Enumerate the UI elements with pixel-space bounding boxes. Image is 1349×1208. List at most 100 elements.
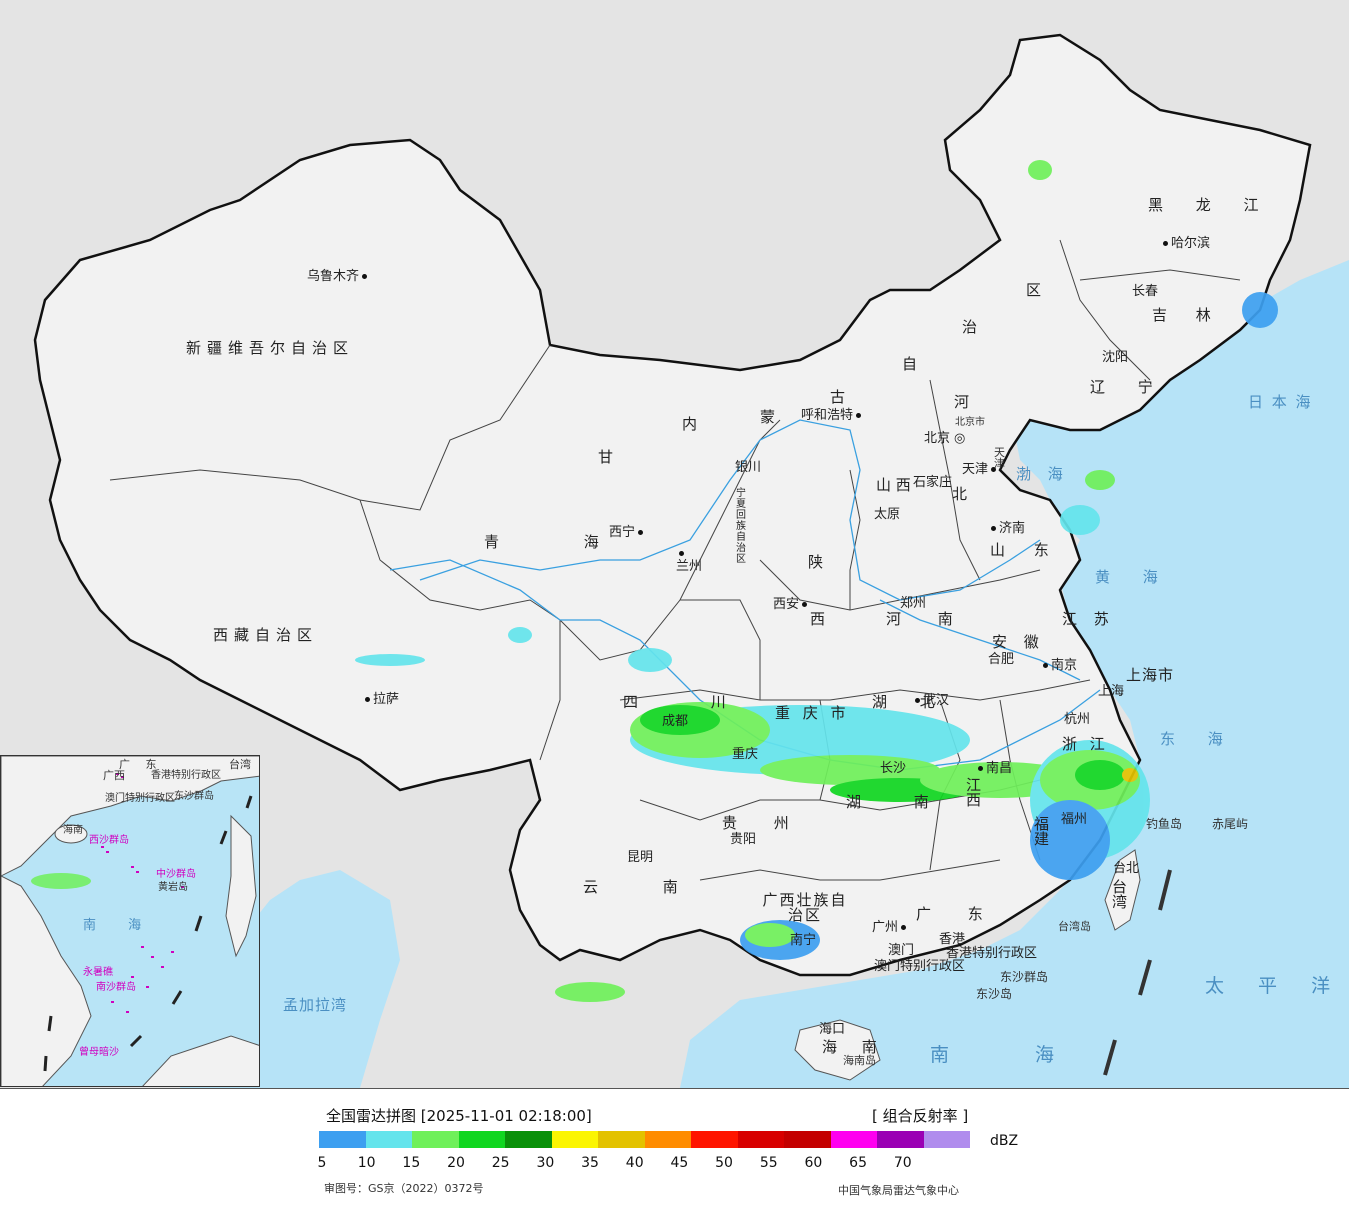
colorbar-swatch — [830, 1131, 877, 1148]
province-shandong: 山 东 — [990, 541, 1061, 559]
colorbar-swatch — [365, 1131, 412, 1148]
province-sichuan: 四 川 — [623, 693, 760, 711]
colorbar-tick-label: 55 — [759, 1155, 778, 1171]
ocean — [680, 260, 1349, 1088]
province-hk: 香港特别行政区 — [946, 946, 1038, 961]
sea-donghai: 东 海 — [1160, 730, 1237, 748]
approval-number: 审图号：GS京（2022）0372号 — [324, 1182, 484, 1195]
city-lhasa[interactable]: 拉萨 — [362, 693, 399, 706]
province-guangdong: 广 东 — [916, 905, 999, 923]
city-lanzhou[interactable]: 兰州 — [676, 547, 702, 573]
colorbar-swatch — [598, 1131, 645, 1148]
inset-guangxi: 广西 — [103, 769, 125, 782]
province-neimenggu-6: 区 — [1026, 281, 1048, 299]
colorbar-swatch — [737, 1131, 784, 1148]
province-beijing: 北京市 — [955, 417, 985, 428]
city-taiyuan[interactable]: 太原 — [874, 507, 901, 522]
colorbar-tick-label: 70 — [893, 1155, 912, 1171]
colorbar-tick-label: 10 — [357, 1155, 376, 1171]
city-harbin[interactable]: 哈尔滨 — [1160, 237, 1210, 250]
province-neimenggu-5: 治 — [962, 318, 984, 336]
map-canvas — [33, 33, 1349, 1088]
city-guangzhou[interactable]: 广州 — [872, 921, 909, 934]
inset-zengmu: 曾母暗沙 — [79, 1047, 119, 1058]
colorbar-swatch — [412, 1131, 459, 1148]
inset-hainan-island — [54, 824, 88, 844]
city-haikou[interactable]: 海口 — [819, 1022, 846, 1037]
city-shenyang[interactable]: 沈阳 — [1102, 350, 1129, 365]
inset-islands — [101, 773, 184, 1013]
city-shijiazhuang[interactable]: 石家庄 — [913, 475, 953, 490]
province-heilongjiang: 黑 龙 江 — [1148, 196, 1273, 214]
inset-zhongsha: 中沙群岛 — [156, 869, 196, 880]
province-xinjiang: 新疆维吾尔自治区 — [186, 339, 355, 357]
city-macau[interactable]: 澳门 — [888, 943, 915, 958]
city-changchun[interactable]: 长春 — [1132, 284, 1159, 299]
colorbar-swatch — [505, 1131, 552, 1148]
city-guiyang[interactable]: 贵阳 — [730, 832, 757, 847]
province-macau: 澳门特别行政区 — [874, 959, 966, 974]
city-nanchang[interactable]: 南昌 — [975, 762, 1012, 775]
province-guizhou: 贵 州 — [722, 814, 805, 832]
city-yinchuan[interactable]: 银川 — [735, 460, 762, 475]
legend-title: 全国雷达拼图 [2025-11-01 02:18:00] — [326, 1107, 592, 1125]
province-taiwan: 台 湾 — [1112, 878, 1134, 911]
inset-philippines — [225, 814, 257, 958]
city-kunming[interactable]: 昆明 — [627, 850, 654, 865]
province-shaanxi: 陕 — [808, 553, 830, 571]
province-liaoning: 辽 宁 — [1090, 378, 1167, 396]
city-chengdu[interactable]: 成都 — [662, 714, 689, 729]
province-fujian: 福 建 — [1034, 815, 1056, 848]
province-shaanxi-xi: 西 — [810, 610, 832, 628]
city-beijing[interactable]: 北京 ◎ — [924, 431, 966, 446]
maritime-boundary — [1103, 869, 1172, 1076]
province-zhejiang: 浙 江 — [1062, 735, 1109, 753]
province-hunan: 湖 南 — [846, 793, 953, 811]
inset-hk: 香港特别行政区 — [151, 770, 221, 781]
inset-taiwan: 台湾 — [229, 758, 251, 771]
province-shanghai: 上海市 — [1126, 666, 1175, 684]
city-fuzhou[interactable]: 福州 — [1061, 812, 1088, 827]
city-nanjing[interactable]: 南京 — [1040, 659, 1077, 672]
radar-map[interactable]: 新疆维吾尔自治区 西藏自治区 青 海 甘 内 蒙 古 自 治 区 黑 龙 江 吉… — [0, 0, 1349, 1089]
inset-macau: 澳门特别行政区 — [105, 793, 175, 804]
province-hebei-he: 河 — [954, 393, 976, 411]
colorbar-tick-label: 15 — [402, 1155, 421, 1171]
inset-guangdong: 广 东 — [119, 758, 163, 771]
province-jilin: 吉 林 — [1152, 306, 1223, 324]
inset-map — [1, 756, 259, 1086]
city-nanning[interactable]: 南宁 — [790, 933, 817, 948]
colorbar-swatch — [784, 1131, 831, 1148]
inset-nansha: 南沙群岛 — [96, 982, 136, 993]
colorbar-tick-label: 50 — [715, 1155, 733, 1171]
city-urumqi[interactable]: 乌鲁木齐 — [307, 270, 370, 283]
city-hohhot[interactable]: 呼和浩特 — [801, 409, 864, 422]
city-hangzhou[interactable]: 杭州 — [1064, 712, 1091, 727]
city-shanghai[interactable]: 上海 — [1098, 684, 1125, 699]
colorbar-tick-label: 65 — [849, 1155, 868, 1171]
colorbar — [319, 1131, 970, 1148]
city-wuhan[interactable]: 武汉 — [912, 694, 949, 707]
south-china-sea-inset[interactable]: 南 海 广 东 广西 香港特别行政区 澳门特别行政区 东沙群岛 西沙群岛 中沙群… — [0, 755, 260, 1087]
city-hongkong[interactable]: 香港 — [939, 932, 966, 947]
city-xian[interactable]: 西安 — [773, 598, 810, 611]
colorbar-tick-label: 20 — [447, 1155, 465, 1171]
sea-riben: 日 本 海 — [1248, 393, 1313, 411]
rivers — [389, 419, 1101, 771]
colorbar-tick-label: 25 — [491, 1155, 510, 1171]
sea-mengjiala: 孟加拉湾 — [283, 996, 348, 1014]
colorbar-tick-label: 60 — [804, 1155, 823, 1171]
city-changsha[interactable]: 长沙 — [880, 761, 907, 776]
province-guangxi: 广西壮族自治区 — [762, 891, 848, 924]
city-xining[interactable]: 西宁 — [609, 526, 646, 539]
city-zhengzhou[interactable]: 郑州 — [900, 596, 927, 611]
city-hefei[interactable]: 合肥 — [988, 652, 1015, 667]
colorbar-unit: dBZ — [990, 1133, 1019, 1149]
inset-borneo — [142, 1035, 259, 1086]
city-taipei[interactable]: 台北 — [1113, 861, 1140, 876]
city-chongqing[interactable]: 重庆 — [732, 747, 759, 762]
taiwan-island — [1104, 849, 1141, 931]
city-jinan[interactable]: 济南 — [988, 522, 1025, 535]
city-tianjin[interactable]: 天津 — [962, 463, 999, 476]
province-shanxi: 山 西 — [876, 478, 911, 493]
